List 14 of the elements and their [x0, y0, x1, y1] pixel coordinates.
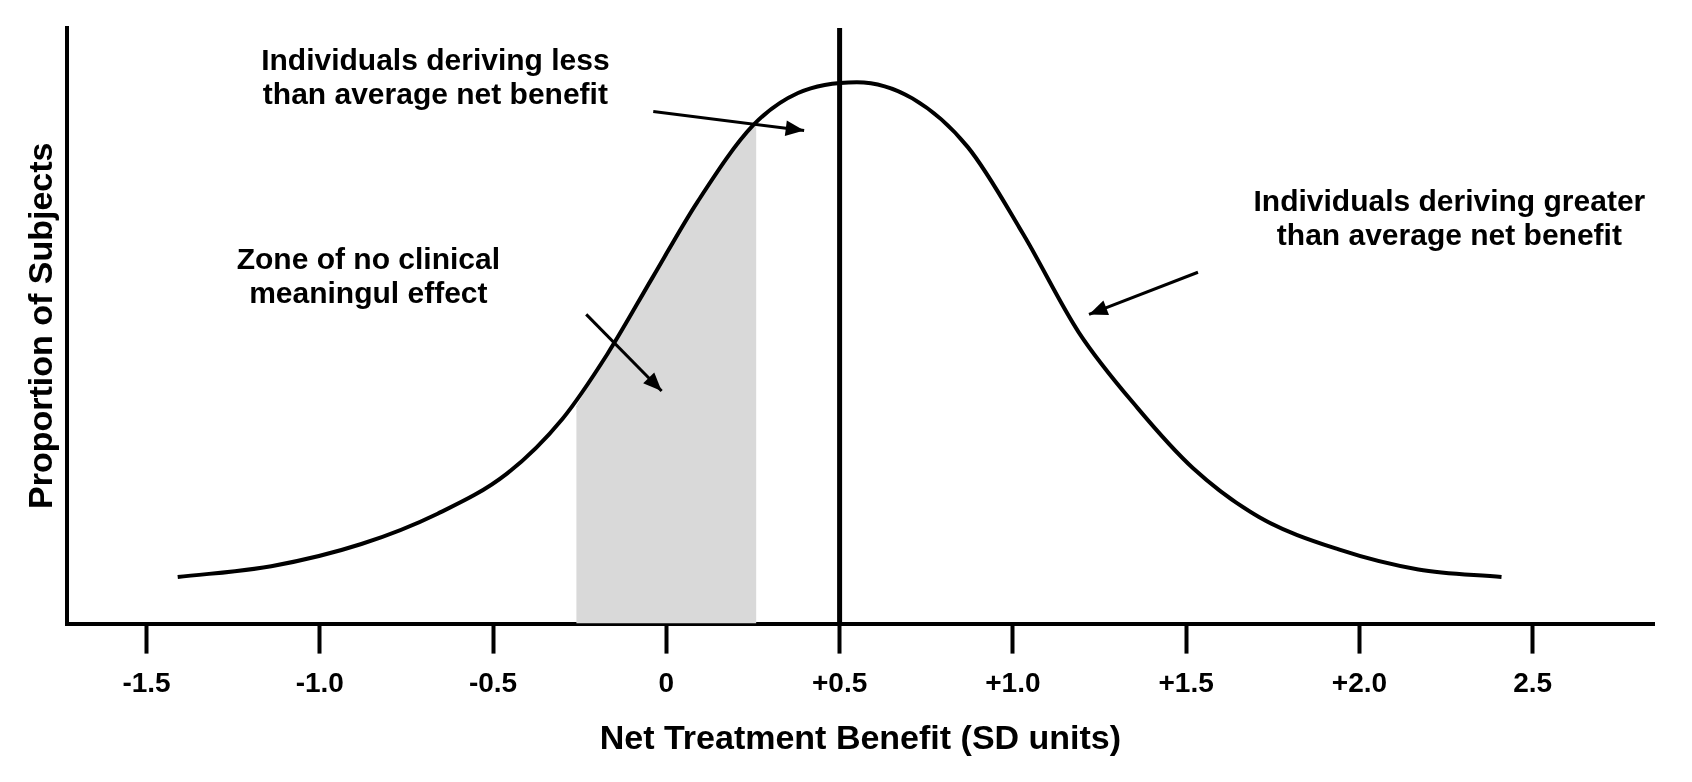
annotation: Individuals deriving less than average net benefit [261, 42, 610, 110]
x-axis-title: Net Treatment Benefit (SD units) [599, 717, 1122, 756]
y-axis-title: Proportion of Subjects [20, 142, 59, 510]
x-tick-label: 2.5 [1513, 667, 1553, 699]
x-tick-label: +2.0 [1331, 667, 1388, 699]
x-tick-label: -0.5 [468, 667, 518, 699]
annotation: Zone of no clinical meaningul effect [236, 241, 501, 309]
x-tick-label: +0.5 [811, 667, 868, 699]
x-tick-label: 0 [658, 667, 675, 699]
annotation: Individuals deriving greater than average net benefit [1253, 184, 1646, 252]
x-tick-label: +1.0 [985, 667, 1041, 699]
x-tick-label: +1.5 [1158, 667, 1214, 699]
x-tick-label: -1.5 [122, 667, 171, 699]
x-tick-label: -1.0 [295, 667, 344, 699]
